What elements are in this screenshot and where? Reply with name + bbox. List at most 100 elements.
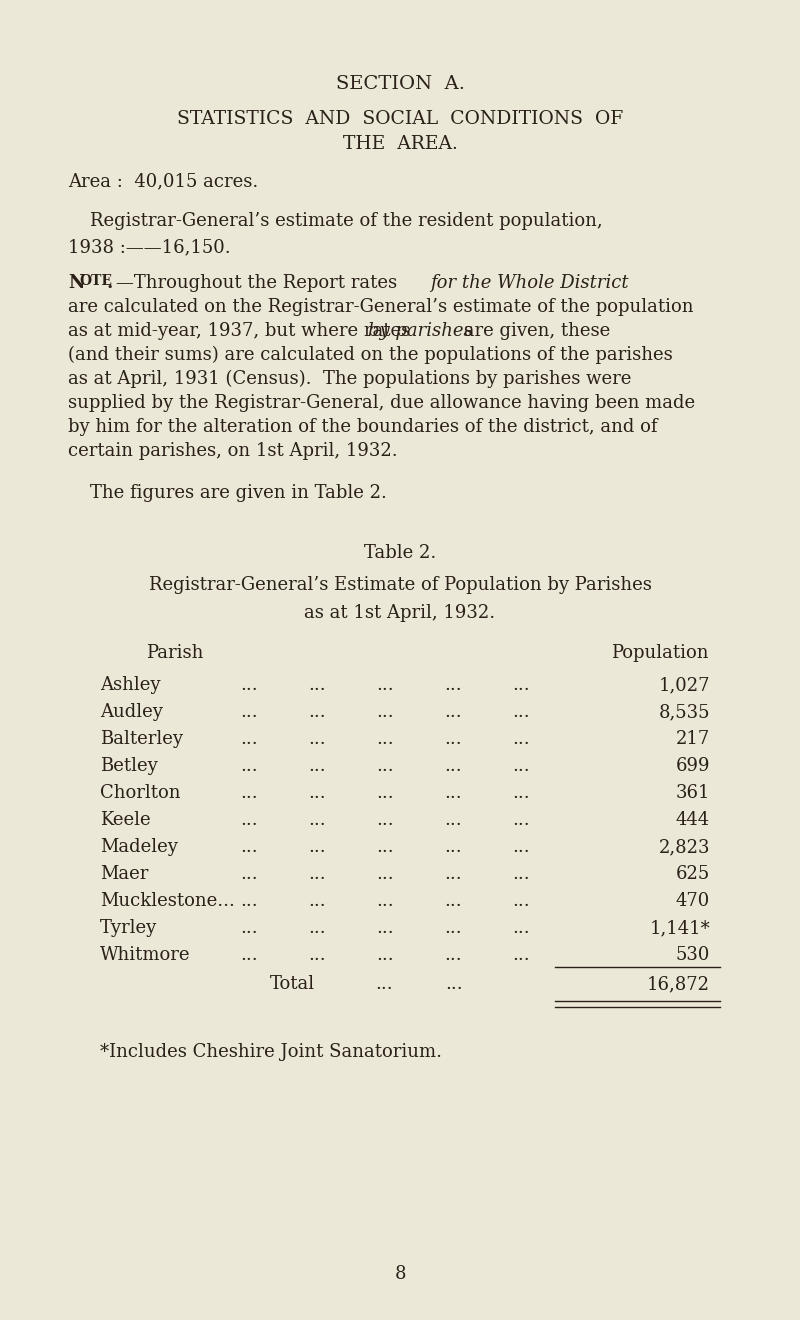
Text: ...: ... <box>444 865 462 883</box>
Text: Audley: Audley <box>100 704 163 721</box>
Text: for the Whole District: for the Whole District <box>430 275 629 292</box>
Text: Total: Total <box>270 975 315 993</box>
Text: ...: ... <box>444 919 462 937</box>
Text: ...: ... <box>444 892 462 909</box>
Text: Area :  40,015 acres.: Area : 40,015 acres. <box>68 172 258 190</box>
Text: as at April, 1931 (Census).  The populations by parishes were: as at April, 1931 (Census). The populati… <box>68 370 631 388</box>
Text: ...: ... <box>512 730 530 748</box>
Text: N: N <box>68 275 85 292</box>
Text: ...: ... <box>512 838 530 855</box>
Text: ...: ... <box>308 946 326 964</box>
Text: Chorlton: Chorlton <box>100 784 181 803</box>
Text: ...: ... <box>512 865 530 883</box>
Text: ...: ... <box>376 730 394 748</box>
Text: Betley: Betley <box>100 756 158 775</box>
Text: —Throughout the Report rates: —Throughout the Report rates <box>116 275 403 292</box>
Text: ...: ... <box>512 704 530 721</box>
Text: OTE: OTE <box>79 275 112 288</box>
Text: SECTION  A.: SECTION A. <box>335 75 465 92</box>
Text: 8: 8 <box>394 1265 406 1283</box>
Text: ...: ... <box>376 838 394 855</box>
Text: ...: ... <box>376 946 394 964</box>
Text: Parish: Parish <box>146 644 204 663</box>
Text: 2,823: 2,823 <box>658 838 710 855</box>
Text: 361: 361 <box>675 784 710 803</box>
Text: 8,535: 8,535 <box>658 704 710 721</box>
Text: ...: ... <box>444 704 462 721</box>
Text: ...: ... <box>308 784 326 803</box>
Text: ...: ... <box>240 730 258 748</box>
Text: ...: ... <box>240 676 258 694</box>
Text: ...: ... <box>240 919 258 937</box>
Text: ...: ... <box>308 704 326 721</box>
Text: ...: ... <box>308 838 326 855</box>
Text: ...: ... <box>444 756 462 775</box>
Text: Maer: Maer <box>100 865 148 883</box>
Text: 444: 444 <box>676 810 710 829</box>
Text: Ashley: Ashley <box>100 676 161 694</box>
Text: Balterley: Balterley <box>100 730 183 748</box>
Text: ...: ... <box>445 975 462 993</box>
Text: ...: ... <box>444 838 462 855</box>
Text: by parishes: by parishes <box>368 322 473 341</box>
Text: ...: ... <box>308 919 326 937</box>
Text: 1,141*: 1,141* <box>650 919 710 937</box>
Text: ...: ... <box>308 865 326 883</box>
Text: ...: ... <box>512 892 530 909</box>
Text: ...: ... <box>376 919 394 937</box>
Text: ...: ... <box>376 865 394 883</box>
Text: ...: ... <box>512 810 530 829</box>
Text: ...: ... <box>376 784 394 803</box>
Text: Registrar-General’s Estimate of Population by Parishes: Registrar-General’s Estimate of Populati… <box>149 576 651 594</box>
Text: Mucklestone...: Mucklestone... <box>100 892 235 909</box>
Text: 1938 :——16,150.: 1938 :——16,150. <box>68 238 230 256</box>
Text: as at mid-year, 1937, but where rates: as at mid-year, 1937, but where rates <box>68 322 416 341</box>
Text: ...: ... <box>444 784 462 803</box>
Text: ...: ... <box>308 810 326 829</box>
Text: Whitmore: Whitmore <box>100 946 190 964</box>
Text: 470: 470 <box>676 892 710 909</box>
Text: are given, these: are given, these <box>458 322 610 341</box>
Text: supplied by the Registrar-General, due allowance having been made: supplied by the Registrar-General, due a… <box>68 393 695 412</box>
Text: ...: ... <box>376 756 394 775</box>
Text: as at 1st April, 1932.: as at 1st April, 1932. <box>305 605 495 622</box>
Text: certain parishes, on 1st April, 1932.: certain parishes, on 1st April, 1932. <box>68 442 398 459</box>
Text: *Includes Cheshire Joint Sanatorium.: *Includes Cheshire Joint Sanatorium. <box>100 1043 442 1061</box>
Text: ...: ... <box>308 892 326 909</box>
Text: Madeley: Madeley <box>100 838 178 855</box>
Text: ...: ... <box>240 784 258 803</box>
Text: ...: ... <box>376 810 394 829</box>
Text: ...: ... <box>512 784 530 803</box>
Text: 625: 625 <box>676 865 710 883</box>
Text: ...: ... <box>512 676 530 694</box>
Text: Registrar-General’s estimate of the resident population,: Registrar-General’s estimate of the resi… <box>90 213 602 230</box>
Text: ...: ... <box>240 946 258 964</box>
Text: ...: ... <box>376 892 394 909</box>
Text: Table 2.: Table 2. <box>364 544 436 562</box>
Text: by him for the alteration of the boundaries of the district, and of: by him for the alteration of the boundar… <box>68 418 658 436</box>
Text: ...: ... <box>308 756 326 775</box>
Text: Keele: Keele <box>100 810 150 829</box>
Text: ...: ... <box>376 704 394 721</box>
Text: ...: ... <box>444 946 462 964</box>
Text: ...: ... <box>240 838 258 855</box>
Text: ...: ... <box>444 730 462 748</box>
Text: ...: ... <box>240 704 258 721</box>
Text: ...: ... <box>240 892 258 909</box>
Text: Tyrley: Tyrley <box>100 919 158 937</box>
Text: ...: ... <box>444 810 462 829</box>
Text: ...: ... <box>376 676 394 694</box>
Text: 217: 217 <box>676 730 710 748</box>
Text: ...: ... <box>512 919 530 937</box>
Text: ...: ... <box>512 756 530 775</box>
Text: ...: ... <box>308 730 326 748</box>
Text: THE  AREA.: THE AREA. <box>342 135 458 153</box>
Text: ...: ... <box>375 975 393 993</box>
Text: The figures are given in Table 2.: The figures are given in Table 2. <box>90 484 387 502</box>
Text: ...: ... <box>444 676 462 694</box>
Text: ...: ... <box>512 946 530 964</box>
Text: ...: ... <box>308 676 326 694</box>
Text: 699: 699 <box>675 756 710 775</box>
Text: STATISTICS  AND  SOCIAL  CONDITIONS  OF: STATISTICS AND SOCIAL CONDITIONS OF <box>177 110 623 128</box>
Text: .: . <box>107 275 114 292</box>
